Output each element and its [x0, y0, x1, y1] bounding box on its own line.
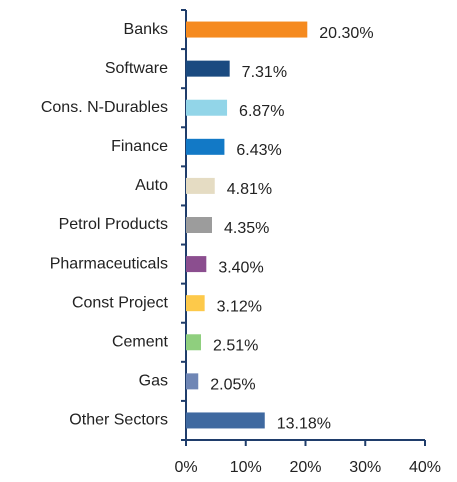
y-tick-label: Banks — [124, 21, 168, 38]
value-label: 2.05% — [210, 377, 255, 394]
value-label: 20.30% — [319, 25, 373, 42]
bar — [186, 334, 201, 351]
bar — [186, 217, 212, 233]
bar — [186, 60, 230, 77]
value-label: 6.87% — [239, 103, 284, 120]
value-label: 4.81% — [227, 181, 272, 198]
value-label: 3.12% — [217, 298, 262, 315]
value-label: 4.35% — [224, 220, 269, 237]
bar — [186, 295, 205, 312]
y-tick-label: Cement — [112, 333, 169, 350]
y-tick-label: Cons. N-Durables — [41, 99, 168, 116]
value-label: 2.51% — [213, 337, 258, 354]
value-label: 13.18% — [277, 416, 331, 433]
y-tick-label: Pharmaceuticals — [50, 255, 168, 272]
y-tick-label: Gas — [139, 373, 168, 390]
value-label: 6.43% — [236, 142, 281, 159]
y-tick-label: Const Project — [72, 294, 169, 311]
bar — [186, 99, 228, 116]
y-tick-label: Software — [105, 60, 168, 77]
bar — [186, 256, 207, 273]
y-tick-label: Other Sectors — [69, 412, 168, 429]
y-tick-label: Petrol Products — [59, 216, 168, 233]
bar — [186, 177, 215, 194]
x-tick-label: 30% — [349, 459, 381, 476]
bar — [186, 138, 225, 155]
value-label: 3.40% — [218, 259, 263, 276]
value-label: 7.31% — [242, 64, 287, 81]
bar — [186, 373, 199, 390]
x-tick-label: 40% — [409, 459, 441, 476]
y-tick-label: Auto — [135, 177, 168, 194]
y-tick-label: Finance — [111, 138, 168, 155]
x-tick-label: 10% — [230, 459, 262, 476]
x-tick-label: 0% — [174, 459, 197, 476]
bar — [186, 412, 265, 429]
x-tick-label: 20% — [289, 459, 321, 476]
bar — [186, 21, 308, 38]
